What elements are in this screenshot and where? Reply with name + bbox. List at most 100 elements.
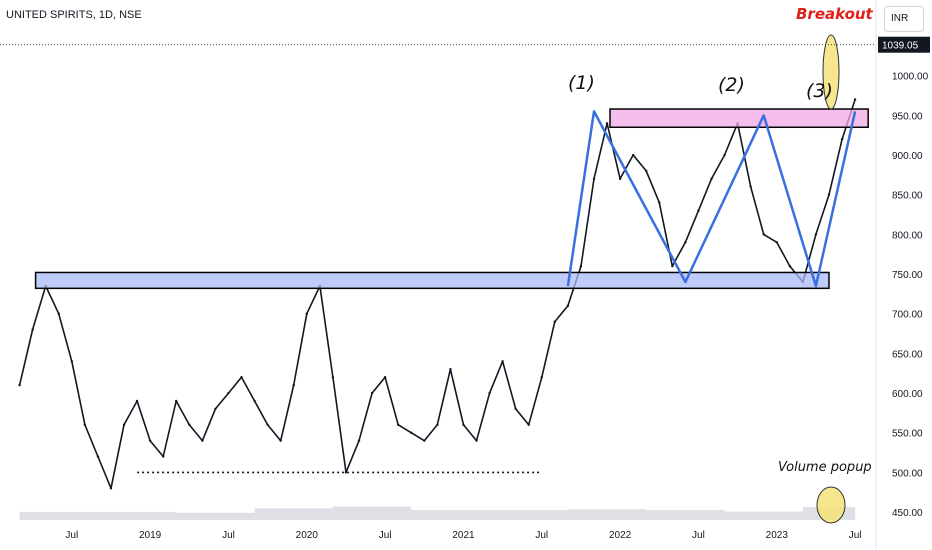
price-point (579, 264, 583, 268)
volume-bars (19, 506, 856, 520)
x-tick-label: Jul (379, 530, 392, 541)
price-point (671, 264, 674, 268)
y-tick-label: 750.00 (892, 270, 923, 281)
volume-bar (176, 512, 255, 520)
pattern (566, 34, 857, 524)
peak-label-3: (3) (806, 80, 833, 102)
price-point (57, 312, 60, 315)
price-point (553, 320, 557, 323)
y-tick-label: 900.00 (892, 151, 923, 162)
price-point (370, 391, 374, 395)
price-point (423, 439, 426, 442)
volume-bar (724, 511, 803, 520)
last-price-label: 1039.05 (882, 41, 919, 52)
price-point (188, 423, 191, 426)
price-point (462, 423, 465, 426)
price-point (540, 375, 543, 379)
price-point (279, 439, 282, 442)
price-point (201, 439, 204, 442)
price-point (723, 153, 726, 157)
price-point (410, 431, 413, 434)
price-point (135, 399, 139, 403)
price-point (266, 423, 269, 426)
breakout-label: Breakout (796, 5, 873, 23)
price-point (566, 304, 570, 307)
price-point (762, 233, 765, 236)
price-point (684, 241, 687, 244)
y-tick-label: 950.00 (892, 111, 923, 122)
price-point (96, 455, 100, 458)
y-tick-label: 800.00 (892, 230, 923, 241)
price-point (645, 169, 648, 173)
price-point (788, 264, 792, 268)
price-point (527, 423, 530, 426)
price-point (31, 328, 34, 331)
last-price-badge (878, 36, 930, 53)
price-point (592, 177, 596, 181)
y-tick-label: 650.00 (892, 349, 923, 360)
volume-bar (411, 510, 490, 520)
zones (34, 108, 869, 290)
x-tick-label: Jul (65, 530, 78, 541)
y-tick-label: 550.00 (892, 429, 923, 440)
price-point (214, 407, 217, 411)
peak-label-2: (2) (718, 74, 745, 96)
volume-bar (567, 509, 647, 520)
volume-bar (332, 506, 412, 520)
price-point (827, 193, 831, 196)
resistance-zone (609, 108, 869, 129)
volume-bar (646, 510, 725, 520)
price-series (18, 98, 857, 490)
x-tick-label: Jul (535, 530, 548, 541)
volume-highlight (816, 486, 846, 524)
price-point (488, 391, 491, 395)
price-point (775, 241, 778, 244)
price-point (514, 407, 517, 411)
price-point (175, 399, 178, 403)
price-point (436, 423, 439, 426)
price-point (853, 98, 857, 101)
price-point (331, 375, 335, 379)
price-point (658, 201, 661, 204)
support-zone (34, 271, 830, 290)
price-point (253, 399, 256, 403)
price-point (618, 177, 622, 181)
price-point (357, 439, 361, 442)
price-point (122, 423, 126, 426)
price-point (710, 177, 713, 181)
y-tick-label: 600.00 (892, 389, 923, 400)
x-tick-label: Jul (222, 530, 235, 541)
x-tick-label: Jul (692, 530, 705, 541)
x-tick-label: 2019 (139, 530, 162, 541)
peak-label-1: (1) (568, 72, 595, 94)
price-point (240, 375, 243, 379)
volume-bar (19, 511, 98, 520)
price-point (292, 383, 295, 387)
price-point (227, 391, 230, 395)
price-line (18, 99, 856, 490)
x-tick-label: 2023 (766, 530, 789, 541)
price-point (305, 312, 308, 315)
y-tick-label: 500.00 (892, 468, 923, 479)
x-tick-label: 2022 (609, 530, 632, 541)
price-point (344, 471, 348, 474)
y-tick-label: 850.00 (892, 191, 923, 202)
price-point (83, 423, 87, 426)
price-point (109, 487, 113, 490)
price-point (161, 455, 165, 458)
breakout-highlight (822, 34, 840, 110)
volume-popup-label: Volume popup (778, 460, 872, 475)
x-tick-label: Jul (849, 530, 862, 541)
price-point (814, 233, 818, 236)
price-point (631, 153, 635, 157)
price-point (396, 423, 400, 426)
price-point (148, 439, 152, 442)
currency-button[interactable]: INR (884, 6, 924, 32)
y-tick-label: 1000.00 (892, 72, 929, 83)
price-point (840, 137, 844, 141)
x-tick-label: 2020 (296, 530, 319, 541)
price-point (605, 122, 609, 125)
price-point (70, 360, 74, 363)
